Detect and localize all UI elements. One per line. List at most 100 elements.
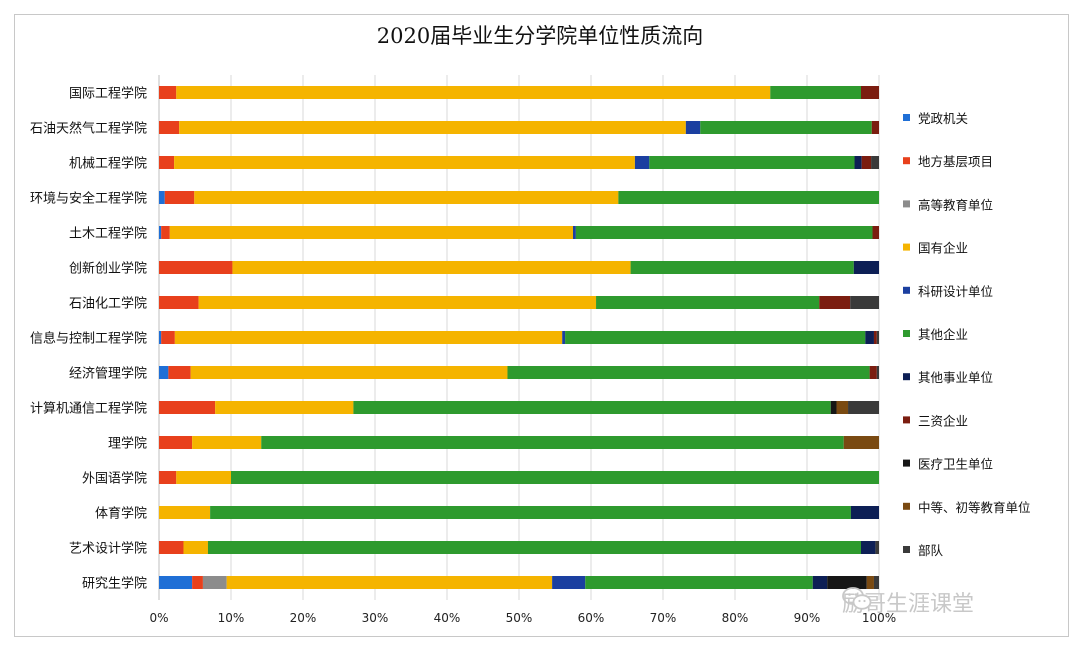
legend-swatch xyxy=(903,546,910,553)
bar-segment xyxy=(850,506,879,519)
x-tick-label: 80% xyxy=(722,611,749,625)
legend-swatch xyxy=(903,114,910,121)
category-label: 石油天然气工程学院 xyxy=(30,121,147,137)
legend-label: 地方基层项目 xyxy=(918,154,993,169)
legend-label: 部队 xyxy=(918,543,944,558)
bar-segment xyxy=(873,576,879,589)
bar-segment xyxy=(174,331,563,344)
legend-label: 三资企业 xyxy=(918,413,968,428)
bar-segment xyxy=(854,156,862,169)
bar-segment xyxy=(159,366,169,379)
bar-segment xyxy=(202,576,227,589)
bar-segment xyxy=(168,366,191,379)
bar-segment xyxy=(353,401,831,414)
bar-segment xyxy=(872,226,879,239)
x-tick-label: 50% xyxy=(506,611,533,625)
bar-segment xyxy=(836,401,849,414)
legend-swatch xyxy=(903,459,910,467)
x-tick-label: 0% xyxy=(149,611,168,625)
bar-segment xyxy=(159,121,180,134)
legend-label: 高等教育单位 xyxy=(918,197,993,212)
bar-segment xyxy=(159,191,165,204)
category-label: 研究生学院 xyxy=(82,576,147,592)
bar-segment xyxy=(210,506,851,519)
bar-segment xyxy=(169,226,574,239)
x-tick-label: 20% xyxy=(290,611,317,625)
category-label: 国际工程学院 xyxy=(69,86,147,102)
bar-segment xyxy=(830,401,837,414)
bar-segment xyxy=(585,576,813,589)
bar-segment xyxy=(192,576,203,589)
bar-segment xyxy=(159,296,199,309)
bar-segment xyxy=(194,191,619,204)
legend-label: 中等、初等教育单位 xyxy=(918,500,1031,515)
bar-segment xyxy=(596,296,820,309)
category-label: 环境与安全工程学院 xyxy=(30,191,147,207)
bar-segment xyxy=(507,366,870,379)
bar-segment xyxy=(207,541,861,554)
bar-segment xyxy=(159,86,177,99)
bar-segment xyxy=(159,331,162,344)
legend-swatch xyxy=(903,330,910,337)
category-label: 体育学院 xyxy=(95,506,147,522)
bar-segment xyxy=(231,471,879,484)
legend-swatch xyxy=(903,416,910,424)
bar-segment xyxy=(649,156,855,169)
category-label: 创新创业学院 xyxy=(69,261,147,277)
bar-segment xyxy=(159,156,175,169)
bar-segment xyxy=(876,331,879,344)
bar-segment xyxy=(261,436,844,449)
bar-segment xyxy=(853,261,879,274)
legend-label: 其他事业单位 xyxy=(918,370,993,385)
bar-segment xyxy=(552,576,586,589)
legend-swatch xyxy=(903,157,910,165)
bar-segment xyxy=(866,576,874,589)
legend-label: 其他企业 xyxy=(918,327,968,342)
x-tick-label: 90% xyxy=(794,611,821,625)
category-label: 理学院 xyxy=(108,436,147,452)
legend-label: 党政机关 xyxy=(918,111,968,126)
category-label: 外国语学院 xyxy=(82,471,147,487)
bar-segment xyxy=(876,366,879,379)
bar-segment xyxy=(226,576,553,589)
bar-segment xyxy=(861,541,876,554)
category-label: 艺术设计学院 xyxy=(69,541,147,557)
bar-segment xyxy=(875,541,879,554)
x-tick-label: 100% xyxy=(862,611,896,625)
category-label: 信息与控制工程学院 xyxy=(30,331,147,347)
bar-segment xyxy=(159,471,177,484)
bar-segment xyxy=(192,436,262,449)
legend-label: 国有企业 xyxy=(918,241,968,256)
legend-label: 医疗卫生单位 xyxy=(918,457,993,472)
legend-swatch xyxy=(903,373,910,381)
bar-segment xyxy=(812,576,828,589)
bar-segment xyxy=(843,436,879,449)
bar-segment xyxy=(161,226,170,239)
x-tick-label: 10% xyxy=(218,611,245,625)
bar-segment xyxy=(848,401,879,414)
category-label: 土木工程学院 xyxy=(69,226,147,242)
bar-segment xyxy=(575,226,873,239)
legend-swatch xyxy=(903,286,910,294)
bar-segment xyxy=(179,121,686,134)
x-tick-label: 40% xyxy=(434,611,461,625)
bar-segment xyxy=(685,121,701,134)
legend-swatch xyxy=(903,243,910,251)
category-label: 经济管理学院 xyxy=(69,366,147,382)
bar-segment xyxy=(819,296,851,309)
bar-segment xyxy=(850,296,879,309)
bar-segment xyxy=(174,156,635,169)
bar-segment xyxy=(873,331,877,344)
bar-segment xyxy=(865,331,874,344)
bar-segment xyxy=(869,366,877,379)
bar-segment xyxy=(215,401,354,414)
bar-segment xyxy=(159,436,193,449)
bar-segment xyxy=(827,576,867,589)
bar-segment xyxy=(164,191,195,204)
x-tick-label: 30% xyxy=(362,611,389,625)
bar-segment xyxy=(198,296,597,309)
bar-segment xyxy=(634,156,650,169)
legend-swatch xyxy=(903,502,910,510)
bar-segment xyxy=(232,261,631,274)
watermark: 励哥生涯课堂 xyxy=(842,586,1052,618)
